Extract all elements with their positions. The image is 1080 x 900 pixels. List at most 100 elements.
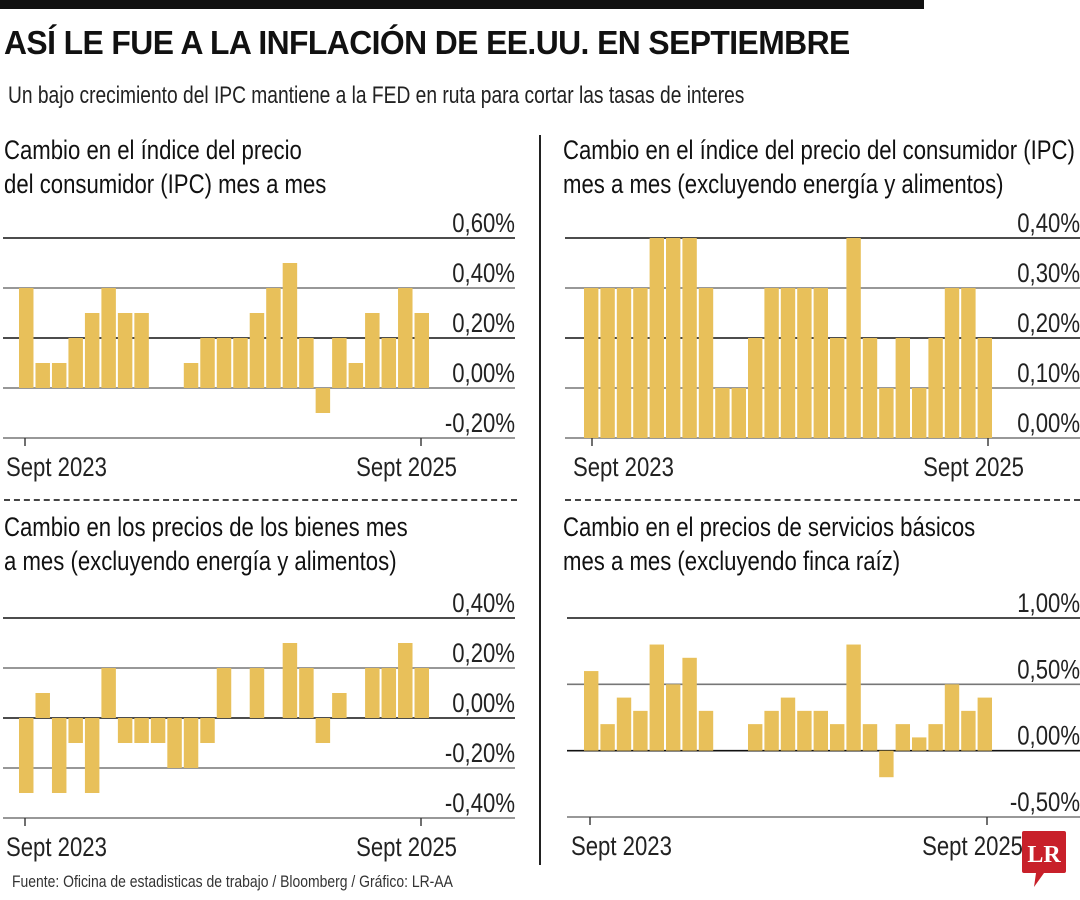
y-tick-label: 0,00% [1017,409,1080,439]
y-tick-label: 0,00% [452,689,515,719]
svg-text:LR: LR [1027,842,1061,868]
bar [698,288,714,438]
x-tick-label: Sept 2025 [922,832,1023,862]
bar [862,724,878,751]
bar [398,288,413,388]
y-tick-label: 0,60% [452,209,515,239]
bar [944,288,960,438]
y-tick-label: -0,40% [445,789,515,819]
x-tick-label: Sept 2023 [573,453,674,483]
bar [584,288,599,438]
chart-title-cpi: Cambio en el índice del precio del consu… [4,133,326,201]
bar [200,718,215,743]
bar [912,388,927,438]
bar [315,388,331,413]
bar [682,238,697,438]
x-tick-label: Sept 2023 [571,832,672,862]
bar [51,718,67,793]
bar [101,668,116,718]
y-tick-label: -0,20% [445,739,515,769]
y-tick-label: -0,50% [1010,788,1080,818]
bar [68,338,83,388]
chart-title-line: Cambio en el precios de servicios básico… [563,512,976,542]
bar [846,238,861,438]
chart-title-line: mes a mes (excluyendo finca raíz) [563,546,901,576]
x-tick-label: Sept 2023 [6,833,107,863]
bar [928,724,943,751]
y-tick-label: 0,50% [1017,655,1080,685]
chart-core-services: 1,00% 0,50% 0,00% -0,50% Sept 2023 Sept 2025 [567,589,1080,862]
y-tick-label: 0,00% [452,359,515,389]
bar [830,724,845,751]
bar [748,724,763,751]
bar [299,668,314,718]
bar [764,288,779,438]
bar [365,668,380,718]
chart-title-line: Cambio en el índice del precio del consu… [563,135,1075,165]
bar [862,338,878,438]
y-tick-label: -0,20% [445,409,515,439]
bar [813,710,828,751]
bar [584,671,599,751]
bar [928,338,943,438]
bar [764,710,779,751]
top-rule [0,0,924,9]
bar [715,388,730,438]
bar [216,338,232,388]
bar [84,718,100,793]
dashed-divider-left [4,499,517,501]
y-tick-label: 0,40% [452,589,515,619]
bar [183,363,199,388]
bar [780,288,796,438]
bar [381,668,397,718]
bar [944,684,960,751]
bar [35,363,50,388]
vertical-divider [539,135,541,865]
bar [134,718,149,743]
chart-title-line: mes a mes (excluyendo energía y alimento… [563,169,1004,199]
chart-title-core-services: Cambio en el precios de servicios básico… [563,510,975,578]
y-tick-label: 0,40% [1017,209,1080,239]
y-tick-label: 0,30% [1017,259,1080,289]
lr-logo-icon: LR [1022,831,1066,887]
bar [299,338,314,388]
bar [879,388,894,438]
bar [616,697,632,751]
source-note: Fuente: Oficina de estadisticas de traba… [12,872,453,891]
bar [780,697,796,751]
y-tick-label: 0,20% [452,309,515,339]
bar [117,313,133,388]
bar [600,288,615,438]
bar [216,668,232,718]
bar [748,338,763,438]
y-tick-label: 0,20% [1017,309,1080,339]
bar [365,313,380,388]
chart-title-line: Cambio en los precios de los bienes mes [4,512,408,542]
bar [51,363,67,388]
chart-title-line: Cambio en el índice del precio [4,135,302,165]
bar [633,710,648,751]
bar [830,338,845,438]
bar [731,388,746,438]
bar [315,718,331,743]
bar [895,724,910,751]
bar [977,697,992,751]
bar [666,238,681,438]
bar [813,288,828,438]
bar [249,668,265,718]
bar [633,288,648,438]
chart-title-core-goods: Cambio en los precios de los bienes mes … [4,510,408,578]
bar [167,718,182,768]
y-tick-label: 1,00% [1017,589,1080,619]
bar [117,718,133,743]
bar [348,363,364,388]
bar [19,718,34,793]
bar [84,313,100,388]
bar [600,724,615,751]
chart-cpi: 0,60% 0,40% 0,20% 0,00% -0,20% Sept 2023 Sept … [3,209,515,483]
bar [649,238,664,438]
bar [200,338,215,388]
chart-core-goods: 0,40% 0,20% 0,00% -0,20% -0,40% Sept 2023 Sept… [3,589,515,863]
x-tick-label: Sept 2025 [356,833,457,863]
bar [797,710,812,751]
